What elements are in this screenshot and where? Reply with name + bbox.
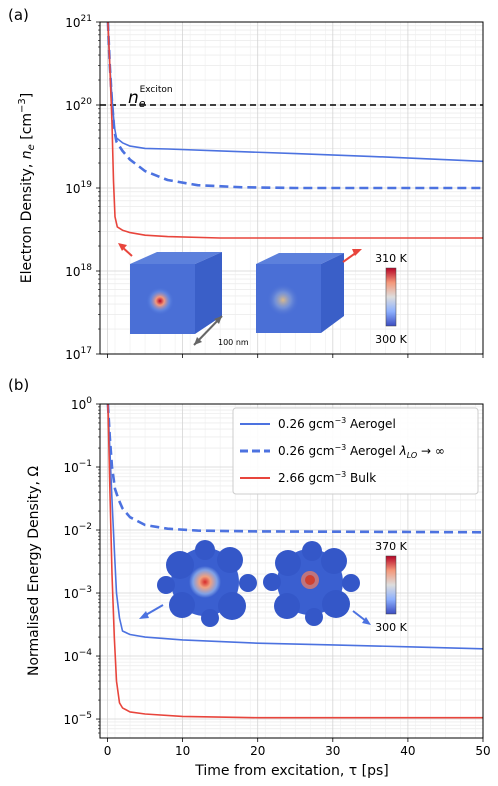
arrow-left xyxy=(118,243,133,257)
plot-frame-a xyxy=(99,21,484,355)
scale-bar-label: 100 nm xyxy=(218,338,249,347)
legend-label: 0.26 gcm−3 Aerogel xyxy=(278,416,396,431)
series-line-2 xyxy=(107,404,483,719)
y-axis-label-b: Normalised Energy Density, Ω xyxy=(26,466,42,676)
exciton-label: neExciton xyxy=(128,85,173,110)
legend-item-aerogel-lambda: 0.26 gcm−3 Aerogel λLO → ∞ xyxy=(240,443,445,460)
inset-cubes: 100 nm 310 K 300 K xyxy=(118,243,408,347)
aerogel-cluster-cool xyxy=(263,541,360,626)
x-tick-label: 10 xyxy=(175,744,190,758)
x-tick-label: 0 xyxy=(104,744,112,758)
x-tick-label: 50 xyxy=(475,744,490,758)
y-tick-label: 10−3 xyxy=(63,585,92,601)
legend-item-bulk: 2.66 gcm−3 Bulk xyxy=(240,470,376,485)
panel-b: (b) 100 10−1 10−2 10−3 10−4 10−5 0 10 20 30 40 50 N… xyxy=(8,376,491,779)
y-tick-label: 1020 xyxy=(65,97,92,113)
ticks-b: 100 10−1 10−2 10−3 10−4 10−5 0 10 20 30 40 50 xyxy=(63,396,490,758)
y-tick-label: 10−1 xyxy=(63,459,92,475)
arrow-left-b xyxy=(139,604,164,619)
series-line-1 xyxy=(106,404,483,534)
x-tick-label: 20 xyxy=(250,744,265,758)
y-tick-label: 10−2 xyxy=(63,522,92,538)
inset-aerogel: 370 K 300 K xyxy=(139,540,408,634)
legend-box xyxy=(232,407,479,495)
colorbar-a-max: 310 K xyxy=(375,252,407,265)
y-tick-label: 1021 xyxy=(65,14,92,30)
y-tick-label: 1017 xyxy=(65,346,92,362)
plot-frame-b xyxy=(99,403,484,739)
colorbar-a-min: 300 K xyxy=(375,333,407,346)
series-line-2 xyxy=(107,22,483,239)
series-group-b xyxy=(106,404,483,719)
panel-b-label: (b) xyxy=(8,376,29,394)
colorbar-b xyxy=(385,555,397,615)
colorbar-b-max: 370 K xyxy=(375,540,407,553)
x-axis-label: Time from excitation, τ [ps] xyxy=(194,763,389,779)
arrow-right xyxy=(342,249,362,263)
panel-a: (a) 1017 1018 1019 1020 1021 neExciton Elect… xyxy=(8,6,484,362)
cube-cool xyxy=(256,253,344,333)
aerogel-cluster-hot xyxy=(157,540,257,627)
legend: 0.26 gcm−3 Aerogel 0.26 gcm−3 Aerogel λL… xyxy=(232,407,479,495)
x-tick-label: 30 xyxy=(325,744,340,758)
series-group-a xyxy=(100,22,483,239)
x-tick-label: 40 xyxy=(400,744,415,758)
series-line-0 xyxy=(107,404,483,650)
y-tick-label: 1018 xyxy=(65,263,92,279)
legend-label: 0.26 gcm−3 Aerogel λLO → ∞ xyxy=(278,443,445,460)
arrow-right-b xyxy=(352,610,371,625)
colorbar-b-min: 300 K xyxy=(375,621,407,634)
legend-label: 2.66 gcm−3 Bulk xyxy=(278,470,376,485)
y-tick-label: 1019 xyxy=(65,180,92,196)
panel-a-label: (a) xyxy=(8,6,29,24)
y-axis-label-a: Electron Density, ne [cm−3] xyxy=(17,93,37,284)
ticks-a: 1017 1018 1019 1020 1021 xyxy=(65,14,484,362)
colorbar-a xyxy=(385,267,397,327)
y-tick-label: 10−5 xyxy=(63,711,92,727)
cube-hot xyxy=(130,252,222,334)
series-line-1 xyxy=(106,22,483,190)
legend-item-aerogel: 0.26 gcm−3 Aerogel xyxy=(240,416,396,431)
y-tick-label: 10−4 xyxy=(63,648,92,664)
y-tick-label: 100 xyxy=(71,396,92,412)
